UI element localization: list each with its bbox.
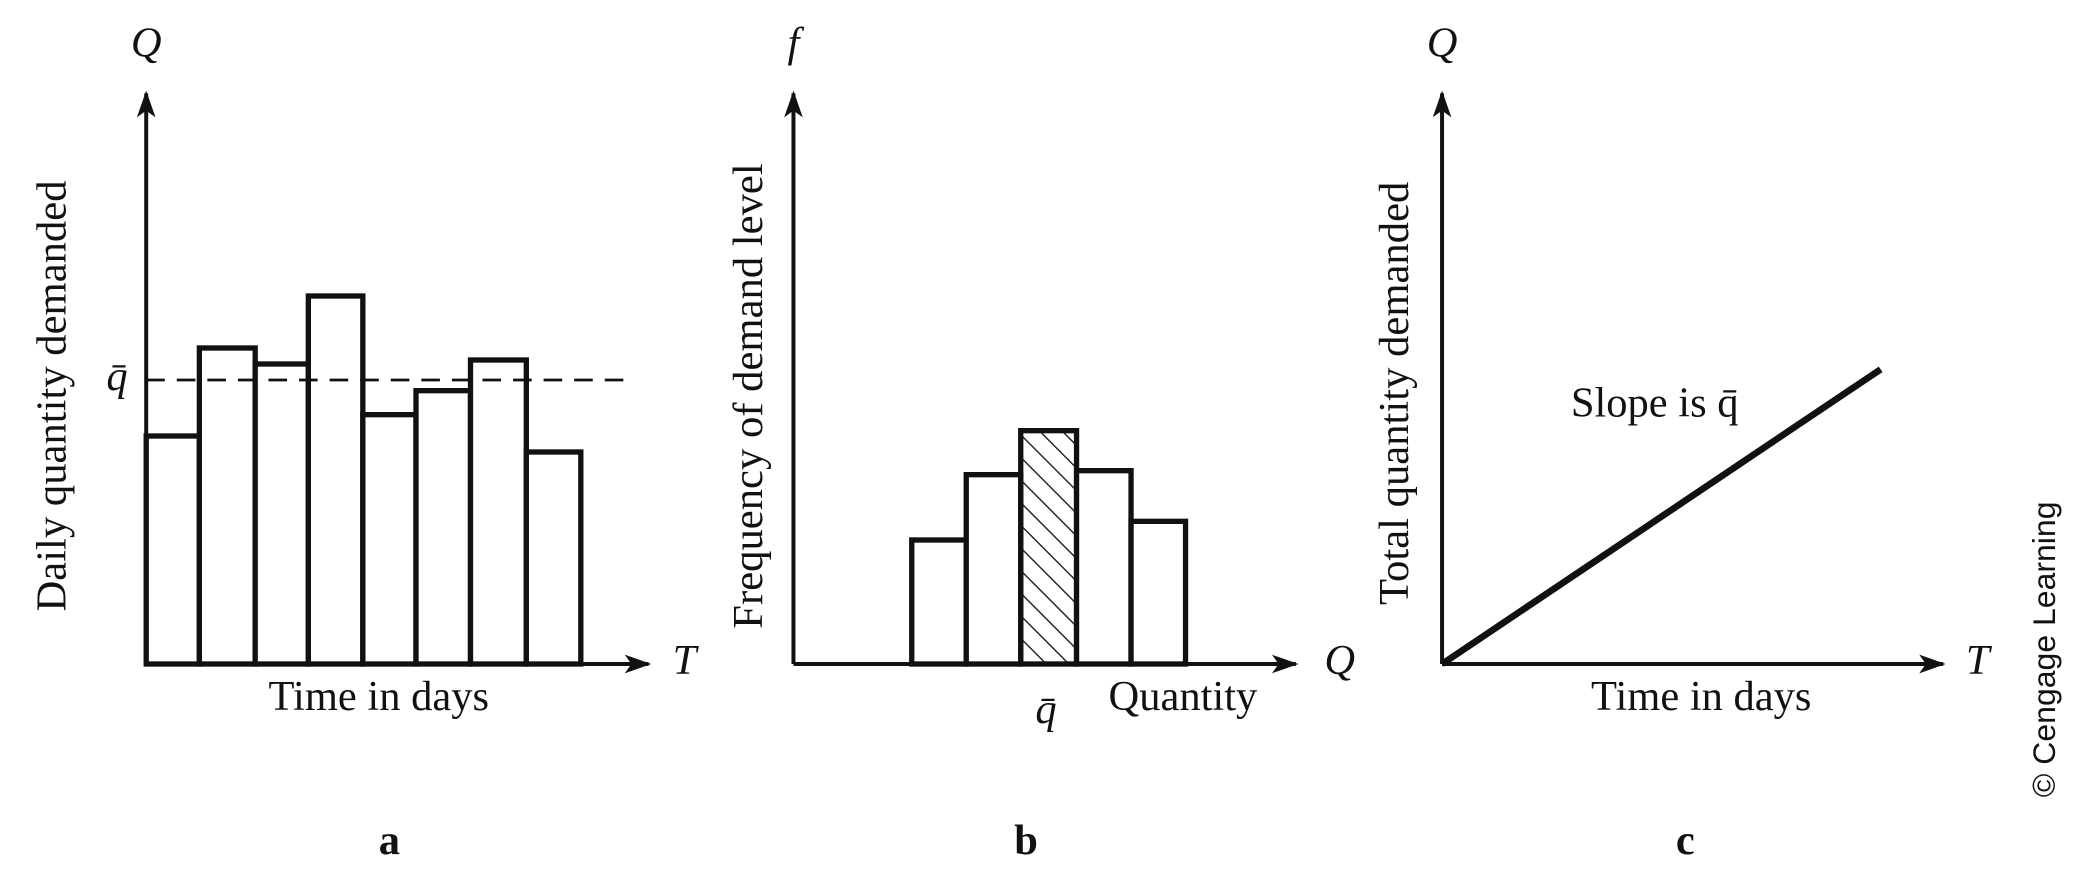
bars — [143, 293, 584, 667]
y-label: Daily quantity demanded — [29, 180, 76, 611]
bar — [413, 387, 474, 667]
bar — [1073, 467, 1134, 667]
x-symbol: Q — [1324, 637, 1355, 684]
x-label: Time in days — [1591, 673, 1811, 720]
bar — [196, 345, 258, 667]
bar — [305, 293, 366, 667]
panel-c: Q Slope is q̄ T Time in days Total quant… — [1371, 19, 1993, 863]
y-label: Frequency of demand level — [725, 163, 772, 628]
panel-a: Q q̄ T Time in days Daily quantity deman… — [29, 19, 700, 863]
panel-letter: a — [379, 817, 400, 864]
bar — [360, 411, 419, 667]
mean-label: q̄ — [106, 353, 127, 400]
y-symbol: Q — [131, 19, 162, 66]
panel-letter: b — [1014, 817, 1038, 864]
y-symbol: Q — [1427, 19, 1458, 66]
x-symbol: T — [673, 637, 700, 684]
y-label: Total quantity demanded — [1371, 182, 1418, 605]
credit: © Cengage Learning — [2026, 501, 2062, 797]
bar — [909, 537, 969, 667]
x-label: Quantity — [1108, 673, 1257, 720]
mean-label: q̄ — [1035, 686, 1056, 733]
y-symbol: f — [788, 19, 805, 66]
bar — [143, 433, 203, 667]
x-label: Time in days — [269, 673, 489, 720]
bar — [523, 449, 584, 667]
x-symbol: T — [1966, 637, 1993, 684]
cumulative-line — [1440, 366, 1883, 667]
mean-bar — [1018, 427, 1080, 667]
panel-letter: c — [1676, 817, 1695, 864]
bar — [252, 361, 312, 667]
bar — [1128, 518, 1189, 667]
bar — [467, 357, 529, 667]
annotation: Slope is q̄ — [1571, 379, 1739, 426]
panel-b: f q̄ Q Quantity Frequency of demand leve… — [725, 19, 1355, 863]
bar — [963, 471, 1024, 667]
